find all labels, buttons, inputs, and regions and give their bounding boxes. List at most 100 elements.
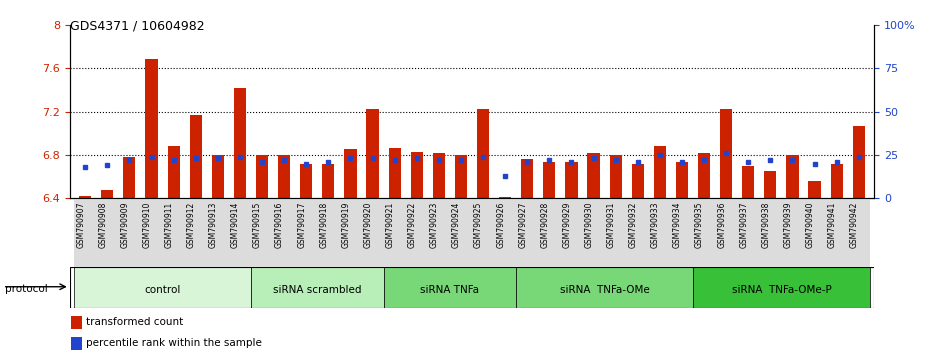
Bar <box>74 267 251 308</box>
Bar <box>212 155 224 198</box>
Text: GSM790929: GSM790929 <box>563 202 571 248</box>
Bar <box>649 198 671 267</box>
Bar <box>362 198 383 267</box>
Bar <box>830 164 843 198</box>
Bar <box>72 337 82 350</box>
Bar <box>494 198 516 267</box>
Bar <box>588 153 600 198</box>
Text: GSM790912: GSM790912 <box>187 202 195 248</box>
Bar <box>428 198 450 267</box>
Bar <box>654 146 666 198</box>
Bar <box>516 198 538 267</box>
Bar <box>278 155 290 198</box>
Text: siRNA  TNFa-OMe-P: siRNA TNFa-OMe-P <box>732 285 831 295</box>
Bar <box>671 198 693 267</box>
Bar <box>317 198 339 267</box>
Text: percentile rank within the sample: percentile rank within the sample <box>86 338 261 348</box>
Bar <box>450 198 472 267</box>
Bar <box>389 148 401 198</box>
Bar <box>565 162 578 198</box>
Bar <box>251 267 383 308</box>
Bar <box>764 171 777 198</box>
Text: GSM790920: GSM790920 <box>364 202 373 248</box>
Text: GSM790923: GSM790923 <box>430 202 439 248</box>
Bar <box>101 189 113 198</box>
Bar <box>847 198 870 267</box>
Bar <box>804 198 826 267</box>
Text: GSM790928: GSM790928 <box>540 202 550 248</box>
Bar <box>742 166 754 198</box>
Bar <box>185 198 206 267</box>
Text: GSM790939: GSM790939 <box>783 202 792 248</box>
Bar <box>124 157 136 198</box>
Bar <box>300 164 312 198</box>
Text: protocol: protocol <box>5 284 47 293</box>
Text: GSM790932: GSM790932 <box>629 202 638 248</box>
Bar <box>609 155 621 198</box>
Bar <box>631 164 644 198</box>
Text: GSM790921: GSM790921 <box>386 202 394 248</box>
Text: GSM790925: GSM790925 <box>474 202 483 248</box>
Bar <box>295 198 317 267</box>
Bar <box>698 153 711 198</box>
Bar <box>74 198 97 267</box>
Bar <box>472 198 494 267</box>
Text: GSM790918: GSM790918 <box>319 202 328 248</box>
Bar <box>411 152 423 198</box>
Bar <box>167 146 179 198</box>
Bar <box>604 198 627 267</box>
Text: GDS4371 / 10604982: GDS4371 / 10604982 <box>70 19 205 33</box>
Text: control: control <box>144 285 180 295</box>
Text: GSM790926: GSM790926 <box>496 202 505 248</box>
Text: GSM790909: GSM790909 <box>120 202 129 248</box>
Bar <box>383 267 516 308</box>
Bar <box>229 198 251 267</box>
Text: GSM790927: GSM790927 <box>518 202 527 248</box>
Text: GSM790935: GSM790935 <box>695 202 704 248</box>
Bar <box>543 162 555 198</box>
Text: GSM790934: GSM790934 <box>673 202 682 248</box>
Bar <box>405 198 428 267</box>
Bar <box>561 198 582 267</box>
Bar <box>145 59 157 198</box>
Bar <box>720 109 732 198</box>
Bar <box>72 316 82 329</box>
Bar <box>79 196 91 198</box>
Bar <box>118 198 140 267</box>
Text: GSM790938: GSM790938 <box>762 202 770 248</box>
Bar <box>477 109 489 198</box>
Text: transformed count: transformed count <box>86 317 183 327</box>
Bar <box>759 198 781 267</box>
Bar <box>787 155 799 198</box>
Bar <box>339 198 362 267</box>
Text: GSM790936: GSM790936 <box>717 202 726 248</box>
Bar <box>693 267 870 308</box>
Text: GSM790916: GSM790916 <box>275 202 285 248</box>
Text: GSM790940: GSM790940 <box>805 202 815 248</box>
Text: GSM790933: GSM790933 <box>651 202 659 248</box>
Bar <box>233 88 246 198</box>
Bar <box>140 198 163 267</box>
Bar <box>366 109 379 198</box>
Bar <box>499 197 512 198</box>
Bar <box>826 198 847 267</box>
Bar <box>163 198 185 267</box>
Text: GSM790941: GSM790941 <box>828 202 837 248</box>
Text: GSM790942: GSM790942 <box>850 202 858 248</box>
Text: GSM790911: GSM790911 <box>165 202 174 248</box>
Text: GSM790907: GSM790907 <box>76 202 86 248</box>
Bar <box>273 198 295 267</box>
Text: GSM790930: GSM790930 <box>585 202 593 248</box>
Bar <box>853 126 865 198</box>
Bar <box>97 198 118 267</box>
Bar <box>256 155 268 198</box>
Text: GSM790937: GSM790937 <box>739 202 749 248</box>
Text: GSM790931: GSM790931 <box>606 202 616 248</box>
Bar <box>383 198 405 267</box>
Bar <box>344 149 356 198</box>
Text: GSM790924: GSM790924 <box>452 202 461 248</box>
Bar <box>715 198 737 267</box>
Text: GSM790917: GSM790917 <box>298 202 306 248</box>
Bar <box>676 162 688 198</box>
Text: GSM790915: GSM790915 <box>253 202 262 248</box>
